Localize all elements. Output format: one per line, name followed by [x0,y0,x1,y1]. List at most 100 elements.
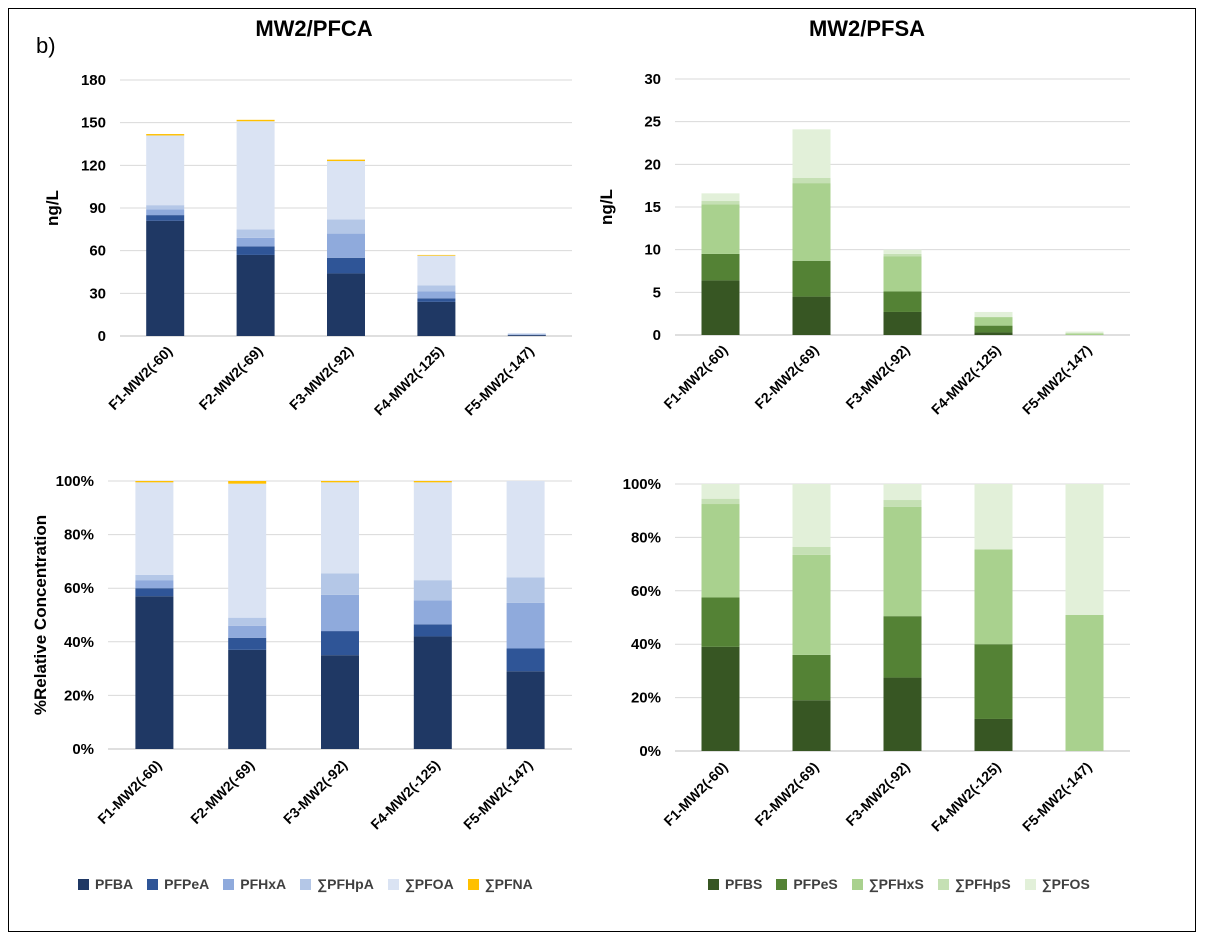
bar-segment-0 [507,335,546,336]
bar-segment-2 [792,183,831,261]
bar-segment-2 [506,602,545,649]
bar-segment-1 [413,624,452,637]
figure-frame [8,8,1196,932]
legend-pfca: PFBA PFPeA PFHxA ∑PFHpA ∑PFOA ∑PFNA [78,876,533,892]
bar-segment-3 [701,498,740,505]
legend-swatch [223,878,235,890]
bar-segment-0 [135,596,174,749]
legend-swatch [387,878,399,890]
legend-swatch [937,878,949,890]
bar-segment-4 [321,482,359,574]
y-axis-title: %Relative Concentration [31,515,50,715]
y-tick-label: 60% [64,580,94,597]
bar-segment-4 [883,484,922,501]
legend-item-pfca-2: PFHxA [223,876,286,892]
bar-segment-5 [327,159,365,162]
bar-segment-5 [236,119,275,122]
chart-2: 0% 20% 40% 60% 80% 100% %Relative Concentratio… [31,473,572,832]
x-category-label: F5-MW2(-147) [1019,759,1095,835]
legend-swatch [851,878,863,890]
y-axis-title: ng/L [43,190,62,226]
legend-item-pfsa-2: ∑PFHxS [851,876,924,892]
bar-segment-1 [792,260,831,297]
bar-segment-3 [413,580,452,601]
x-category-label: F4-MW2(-125) [928,759,1004,835]
bar-segment-3 [701,201,740,205]
bar-segment-3 [792,177,831,184]
bar-segment-0 [327,273,365,336]
x-category-label: F1-MW2(-60) [105,343,175,413]
chart-3: 0% 20% 40% 60% 80% 100% F1-MW2(-60) F2-MW2(-69)… [623,476,1130,834]
x-category-label: F4-MW2(-125) [371,343,447,419]
bar-segment-0 [974,332,1013,335]
y-tick-label: 0% [72,741,94,758]
y-tick-label: 80% [64,527,94,544]
y-tick-label: 150 [81,115,106,132]
x-category-label: F5-MW2(-147) [460,757,536,833]
legend-label: ∑PFNA [484,876,533,892]
bar-segment-3 [236,229,275,238]
x-category-label: F1-MW2(-60) [660,759,730,829]
legend-item-pfsa-0: PFBS [708,876,762,892]
bar-segment-0 [792,296,831,335]
bar-segment-0 [792,700,831,751]
bar-segment-3 [883,253,922,257]
bar-segment-4 [413,482,452,581]
y-tick-label: 40% [64,634,94,651]
y-tick-label: 0 [98,328,106,345]
bar-segment-2 [974,549,1013,645]
bar-segment-3 [883,500,922,507]
panel-label: b) [36,33,56,58]
bar-segment-2 [792,554,831,655]
bar-segment-2 [135,580,174,589]
legend-item-pfsa-1: PFPeS [776,876,838,892]
y-tick-label: 15 [644,199,661,216]
bar-segment-4 [974,311,1013,318]
y-tick-label: 25 [644,114,661,131]
bar-segment-1 [327,257,365,274]
legend-label: ∑PFHpS [954,876,1011,892]
bar-segment-1 [792,654,831,701]
y-tick-label: 90 [89,200,106,217]
bar-segment-0 [974,718,1013,751]
legend-swatch [147,878,159,890]
bar-segment-1 [506,648,545,672]
bar-segment-4 [327,161,365,220]
chart-title-pfsa: MW2/PFSA [808,16,926,41]
bar-segment-2 [974,317,1013,326]
x-category-label: F5-MW2(-147) [461,343,537,419]
bar-segment-2 [236,237,275,247]
x-category-label: F2-MW2(-69) [751,342,821,412]
bar-segment-4 [701,193,740,202]
legend-swatch [1024,878,1036,890]
chart-1: 0 5 10 15 20 25 30 ng/L F1-MW2(-60) F2-MW2(-69) F3… [597,71,1130,417]
bar-segment-1 [236,246,275,255]
bar-segment-1 [883,291,922,312]
y-tick-label: 40% [631,636,661,653]
y-tick-label: 20 [644,156,661,173]
legend-label: ∑PFHpA [317,876,374,892]
y-tick-label: 60% [631,583,661,600]
bar-segment-4 [236,121,275,230]
bar-segment-1 [417,298,456,302]
x-category-label: F3-MW2(-92) [286,343,356,413]
bar-segment-2 [1065,333,1104,335]
bar-segment-0 [506,671,545,749]
legend-swatch [78,878,89,890]
legend-pfsa: PFBS PFPeS ∑PFHxS ∑PFHpS ∑PFOS [708,876,1090,892]
x-category-label: F1-MW2(-60) [94,757,164,827]
legend-item-pfca-0: PFBA [78,876,133,892]
y-tick-label: 0 [653,327,661,344]
bar-segment-0 [701,646,740,751]
legend-item-pfsa-4: ∑PFOS [1024,876,1090,892]
bar-segment-4 [417,255,456,286]
bar-segment-1 [146,215,185,221]
bar-segment-2 [228,625,267,638]
bar-segment-1 [974,644,1013,719]
bar-segment-3 [135,574,174,581]
bar-segment-1 [701,253,740,281]
bar-segment-5 [413,481,452,483]
y-tick-label: 20% [64,687,94,704]
bar-segment-2 [146,209,185,216]
